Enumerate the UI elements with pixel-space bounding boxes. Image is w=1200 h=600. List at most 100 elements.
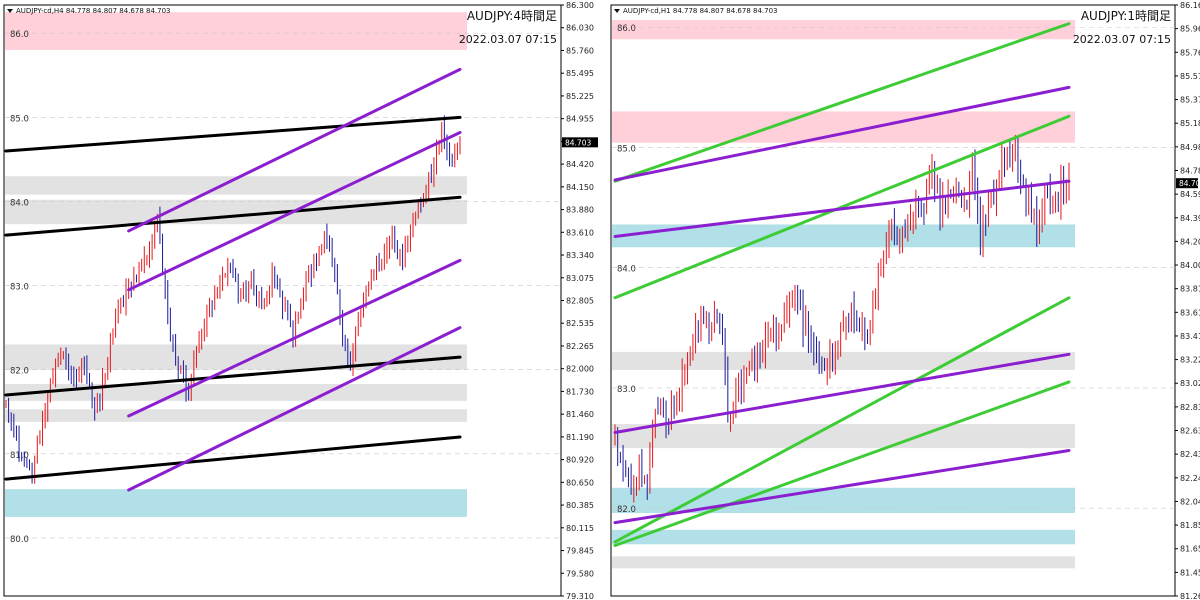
h4-level-label-0: 86.0 [10,30,29,40]
h1-trendline-3 [613,380,1071,547]
h4-trendline-4 [127,67,462,233]
h1-level-label-2: 84.0 [617,265,636,275]
h1-ytick-label-3: 85.570 [1180,72,1200,81]
h4-ytick-label-14: 82.535 [566,319,594,328]
h4-zone-6 [5,489,467,517]
h4-level-label-4: 82.0 [10,367,29,377]
h4-ytick-label-7: 84.420 [566,160,594,169]
h4-ytick-label-18: 81.460 [566,410,594,419]
h1-level-label-3: 83.0 [617,385,636,395]
h1-current-price: 84.703 [1179,179,1200,188]
h4-ytick-label-24: 79.845 [566,547,594,556]
h1-trendline-4 [613,179,1071,238]
h1-ytick-label-9: 84.395 [1180,214,1200,223]
h1-timestamp: 2022.03.07 07:15 [1073,33,1171,46]
h4-ytick-label-15: 82.265 [566,342,594,351]
h4-trendline-6 [127,258,462,418]
h1-ytick-label-20: 82.240 [1180,474,1200,483]
h1-ytick-label-2: 85.765 [1180,48,1200,57]
h1-ytick-label-5: 85.180 [1180,119,1200,128]
h4-level-label-6: 80.0 [10,535,29,545]
h1-ytick-label-12: 83.810 [1180,285,1200,294]
h4-ytick-label-0: 86.300 [566,1,594,10]
h4-zone-4 [5,384,467,401]
h4-ytick-label-21: 80.650 [566,478,594,487]
h4-zone-0 [5,12,467,51]
h1-ytick-label-11: 84.005 [1180,261,1200,270]
h4-chart-panel: 86.085.084.083.082.081.080.0AUDJPY-cd,H4… [3,1,598,600]
h4-ytick-label-8: 84.150 [566,183,594,192]
h4-trendline-7 [127,326,462,492]
h1-trendline-5 [613,85,1071,182]
h4-current-price: 84.703 [565,138,591,147]
h1-ytick-label-13: 83.615 [1180,308,1200,317]
h1-level-label-1: 85.0 [617,144,636,154]
h1-zone-6 [612,529,1075,545]
h1-ytick-label-8: 84.590 [1180,190,1200,199]
h1-ytick-label-24: 81.455 [1180,568,1200,577]
h4-zone-5 [5,409,467,422]
h4-ytick-label-4: 85.225 [566,92,594,101]
h4-dropdown-icon [7,9,13,13]
h1-level-label-0: 86.0 [617,24,636,34]
h1-zone-5 [612,487,1075,514]
h1-trendline-2 [613,296,1071,544]
h1-ytick-label-17: 82.830 [1180,403,1200,412]
h1-ytick-label-25: 81.260 [1180,592,1200,600]
h1-svg: 86.0 85.0 84.0 83.0 82.0 AUDJPY-cd,H1 84.778 … [610,1,1200,600]
h1-trendline-7 [613,449,1071,525]
h4-header: AUDJPY-cd,H4 84.778 84.807 84.678 84.703 [16,7,171,15]
h1-zone-2 [612,224,1075,248]
h4-title: AUDJPY:4時間足 [467,9,557,23]
h4-ytick-label-17: 81.730 [566,387,594,396]
h1-trendline-1 [613,114,1071,300]
h1-ytick-label-21: 82.045 [1180,497,1200,506]
h4-zone-1 [5,176,467,195]
h4-ytick-label-10: 83.610 [566,228,594,237]
h4-ytick-label-1: 86.030 [566,24,594,33]
h4-ytick-label-20: 80.920 [566,456,594,465]
h4-ytick-label-11: 83.340 [566,251,594,260]
h1-ytick-label-6: 84.985 [1180,143,1200,152]
h1-ytick-label-22: 81.850 [1180,521,1200,530]
h4-level-label-1: 85.0 [10,114,29,124]
h4-ytick-label-19: 81.190 [566,433,594,442]
h4-trendline-3 [4,435,462,481]
h1-ytick-label-1: 85.965 [1180,25,1200,34]
h1-trendline-6 [613,352,1071,434]
h1-zone-3 [612,351,1075,370]
h4-trendline-5 [127,130,462,292]
h4-trendline-0 [4,115,462,153]
h1-zone-0 [612,20,1075,40]
h1-candles [614,134,1070,503]
h1-level-label-4: 82.0 [617,505,636,515]
h1-zone-4 [612,424,1075,449]
h4-ytick-label-2: 85.760 [566,46,594,55]
h1-ytick-label-4: 85.375 [1180,96,1200,105]
h4-svg: 86.085.084.083.082.081.080.0AUDJPY-cd,H4… [3,1,598,600]
h1-zone-1 [612,111,1075,143]
h1-ytick-label-15: 83.220 [1180,356,1200,365]
h4-ytick-label-5: 84.955 [566,115,594,124]
h4-ytick-label-25: 79.580 [566,569,594,578]
h1-trendline-0 [613,22,1071,183]
h4-ytick-label-9: 83.880 [566,206,594,215]
h4-ytick-label-12: 83.075 [566,274,594,283]
h1-chart-panel: 86.0 85.0 84.0 83.0 82.0 AUDJPY-cd,H1 84.778 … [607,0,1200,600]
h1-ytick-label-0: 86.160 [1180,1,1200,10]
h4-current-price-box [562,137,598,148]
h4-level-label-2: 84.0 [10,198,29,208]
h4-timestamp: 2022.03.07 07:15 [459,33,557,46]
h4-ytick-label-23: 80.115 [566,524,594,533]
h4-ytick-label-3: 85.495 [566,69,594,78]
h1-dropdown-icon [614,9,620,13]
h1-ytick-label-18: 82.630 [1180,427,1200,436]
h1-ytick-label-10: 84.200 [1180,237,1200,246]
h4-ytick-label-26: 79.310 [566,592,594,600]
h4-ytick-label-13: 82.805 [566,297,594,306]
h1-ytick-label-23: 81.650 [1180,545,1200,554]
h1-current-price-box [1176,178,1198,189]
h1-header: AUDJPY-cd,H1 84.778 84.807 84.678 84.703 [623,7,778,15]
h4-ytick-label-22: 80.385 [566,501,594,510]
